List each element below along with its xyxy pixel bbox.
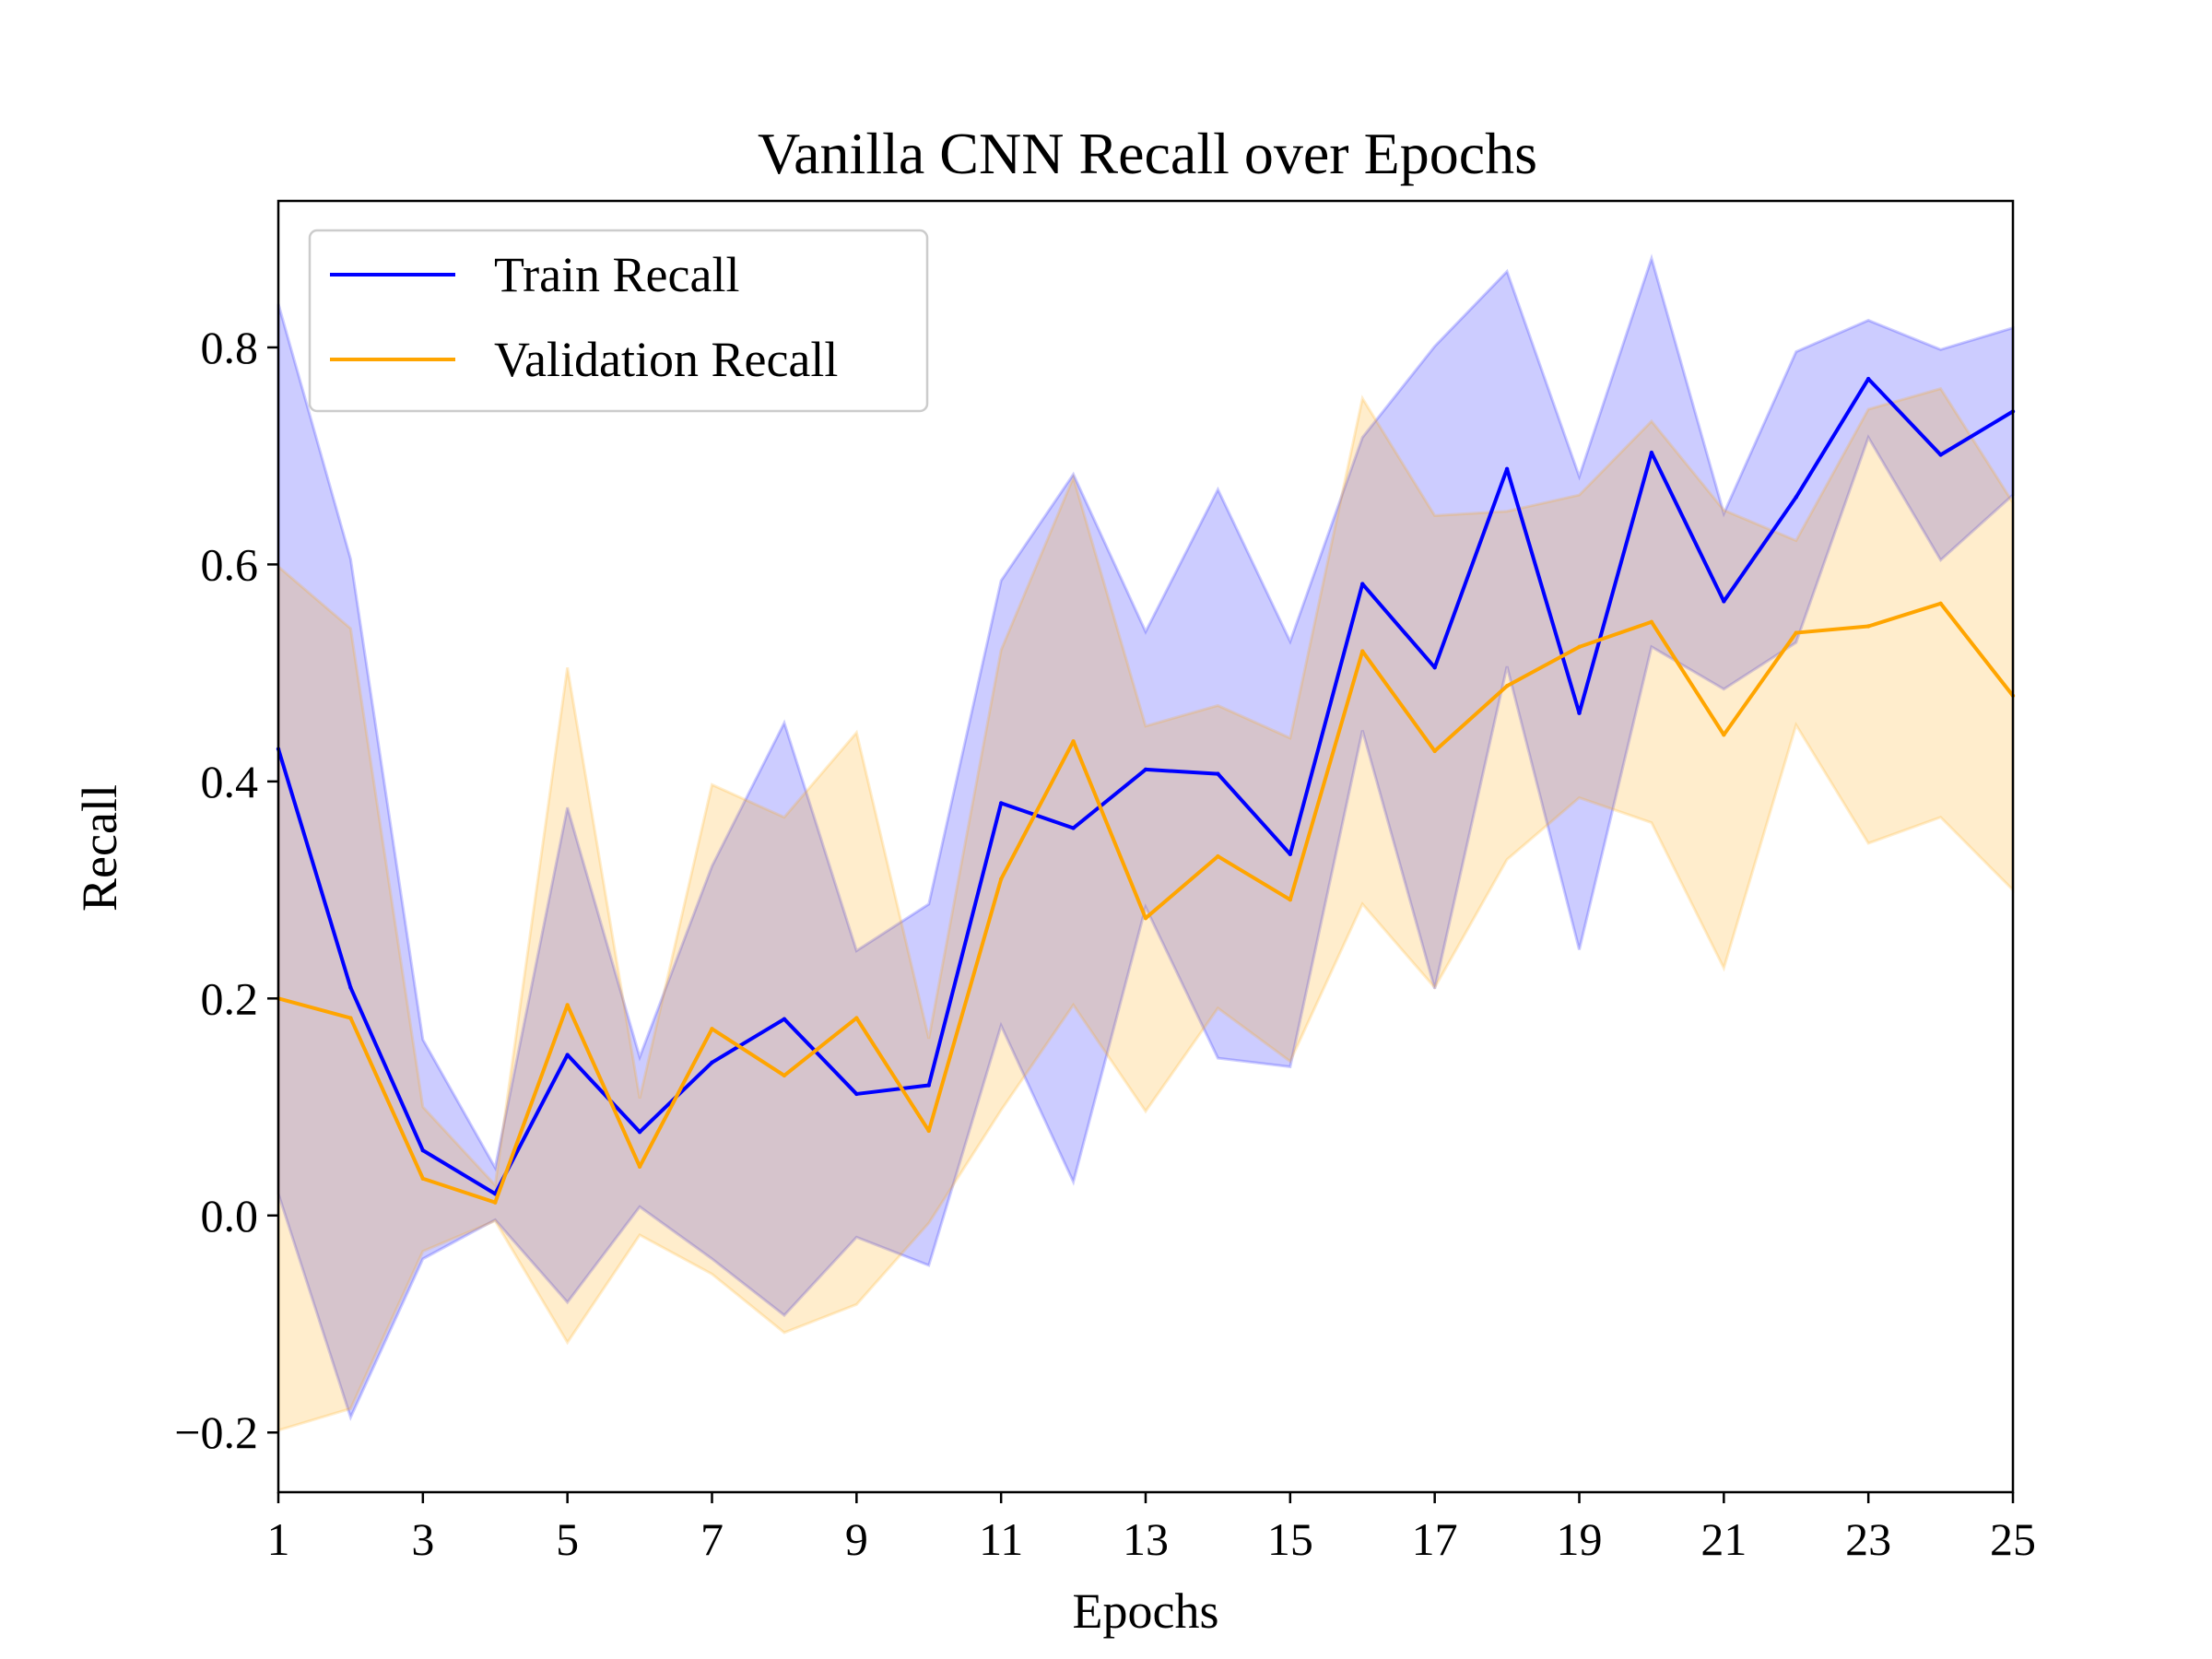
x-tick-label-19: 19 [1557,1513,1603,1565]
point-validation-recall-16 [1360,649,1365,653]
x-tick-label-15: 15 [1267,1513,1313,1565]
x-tick-label-17: 17 [1412,1513,1458,1565]
point-validation-recall-13 [1143,916,1148,921]
point-train-recall-13 [1143,767,1148,772]
x-tick-label-23: 23 [1845,1513,1891,1565]
band-validation-recall [276,386,2015,1432]
point-train-recall-12 [1071,826,1076,830]
x-tick-label-11: 11 [979,1513,1023,1565]
point-validation-recall-17 [1432,748,1437,754]
point-train-recall-10 [926,1083,931,1088]
point-validation-recall-19 [1577,644,1582,650]
y-tick-label-4: 0.6 [201,538,259,590]
x-tick-label-5: 5 [556,1513,579,1565]
point-train-recall-6 [637,1129,642,1135]
y-tick-label-1: 0.0 [201,1190,259,1241]
point-train-recall-14 [1216,771,1220,776]
point-validation-recall-18 [1504,684,1510,688]
point-validation-recall-3 [420,1176,426,1181]
point-train-recall-24 [1938,453,1943,457]
series-lines [276,376,2016,1205]
x-tick-label-21: 21 [1700,1513,1747,1565]
y-tick-label-2: 0.2 [201,972,259,1024]
y-tick-label-5: 0.8 [201,322,259,373]
point-validation-recall-7 [710,1027,714,1031]
x-tick-label-9: 9 [845,1513,868,1565]
point-train-recall-23 [1865,376,1871,382]
point-train-recall-16 [1360,582,1365,586]
point-validation-recall-24 [1938,601,1943,606]
point-validation-recall-15 [1288,897,1293,902]
point-validation-recall-10 [926,1128,931,1134]
x-tick-label-1: 1 [267,1513,290,1565]
point-validation-recall-5 [565,1003,570,1007]
point-train-recall-17 [1432,665,1437,670]
chart-title: Vanilla CNN Recall over Epochs [758,121,1537,186]
x-tick-label-13: 13 [1123,1513,1169,1565]
point-validation-recall-8 [782,1073,787,1078]
point-train-recall-9 [854,1091,859,1097]
x-tick-label-25: 25 [1990,1513,2036,1565]
point-train-recall-18 [1504,466,1510,471]
point-train-recall-8 [782,1017,787,1021]
point-train-recall-3 [420,1147,426,1153]
y-tick-label-0: −0.2 [174,1406,258,1458]
point-validation-recall-9 [854,1016,859,1020]
y-tick-label-3: 0.4 [201,756,259,807]
point-train-recall-20 [1649,450,1654,455]
point-train-recall-22 [1794,495,1798,500]
point-validation-recall-11 [998,877,1004,882]
point-validation-recall-14 [1216,853,1220,859]
point-validation-recall-2 [348,1016,353,1020]
x-tick-label-7: 7 [700,1513,724,1565]
x-tick-label-3: 3 [411,1513,434,1565]
point-validation-recall-22 [1794,630,1798,635]
point-validation-recall-21 [1722,733,1726,737]
x-axis-label: Epochs [1073,1583,1219,1639]
legend-label-train-recall: Train Recall [494,247,739,302]
point-validation-recall-20 [1649,619,1654,624]
point-validation-recall-23 [1865,624,1871,629]
legend-box [308,229,929,413]
point-train-recall-21 [1722,599,1726,604]
point-train-recall-11 [998,801,1004,806]
point-validation-recall-6 [637,1164,642,1170]
legend: Train Recall Validation Recall [308,229,929,413]
point-train-recall-5 [565,1053,570,1057]
point-train-recall-7 [710,1060,714,1065]
confidence-bands [276,253,2015,1432]
y-axis-label: Recall [72,784,127,912]
point-train-recall-15 [1288,852,1293,856]
point-validation-recall-12 [1071,739,1076,744]
legend-label-validation-recall: Validation Recall [494,332,838,387]
point-train-recall-19 [1577,711,1582,715]
point-validation-recall-4 [493,1200,498,1205]
y-axis-ticks: −0.2 0.0 0.2 0.4 0.6 0.8 [174,322,278,1458]
point-train-recall-2 [348,985,353,990]
x-axis-ticks: 1 3 5 7 9 11 13 15 17 19 21 23 25 [267,1492,2036,1565]
